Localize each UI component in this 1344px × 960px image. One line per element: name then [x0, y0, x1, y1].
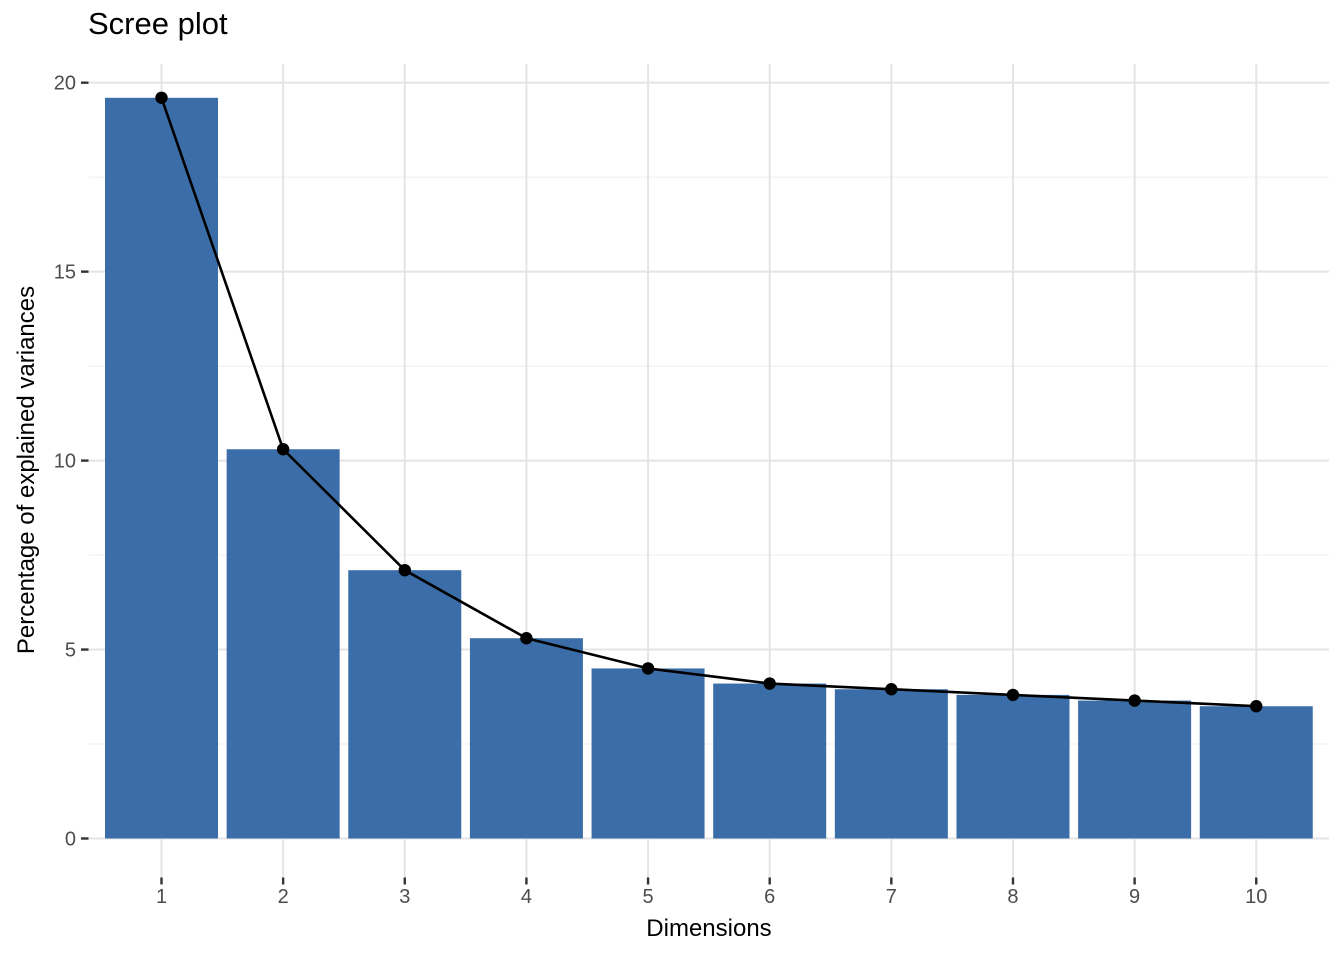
- bars-group: [105, 97, 1313, 839]
- bar-dim-5: [591, 668, 705, 839]
- x-axis-ticks: [160, 877, 1258, 885]
- y-axis-title: Percentage of explained variances: [13, 285, 40, 655]
- x-axis-title: Dimensions: [646, 915, 772, 942]
- x-tick-label: 10: [1245, 886, 1267, 908]
- x-tick-label: 4: [521, 886, 532, 908]
- y-tick-label: 15: [54, 262, 76, 284]
- y-tick-label: 5: [65, 640, 76, 662]
- bar-dim-1: [105, 97, 218, 839]
- bar-dim-2: [226, 449, 340, 839]
- data-point-dim-3: [398, 563, 411, 577]
- data-point-dim-8: [1006, 688, 1020, 702]
- x-tick-label: 9: [1129, 886, 1140, 908]
- data-point-dim-9: [1128, 694, 1141, 707]
- bar-dim-9: [1078, 700, 1192, 839]
- x-tick-label: 2: [278, 886, 289, 908]
- y-axis-ticks: [81, 81, 89, 840]
- bar-dim-6: [713, 683, 827, 839]
- x-tick-label: 7: [886, 886, 897, 908]
- y-tick-labels: 0 5 10 15 20: [54, 73, 76, 851]
- x-tick-label: 5: [642, 886, 653, 908]
- data-point-dim-5: [641, 662, 655, 675]
- chart-title: Scree plot: [88, 6, 228, 41]
- bar-dim-8: [956, 694, 1070, 839]
- bar-dim-4: [469, 638, 583, 839]
- data-points-group: [155, 91, 1263, 713]
- y-tick-label: 0: [65, 829, 76, 851]
- data-point-dim-4: [520, 632, 533, 645]
- x-tick-label: 6: [764, 886, 775, 908]
- y-tick-label: 10: [54, 451, 76, 473]
- data-point-dim-7: [885, 683, 898, 696]
- data-point-dim-1: [155, 91, 168, 105]
- x-tick-labels: 1 2 3 4 5 6 7 8 9 10: [156, 886, 1267, 908]
- x-tick-label: 8: [1007, 886, 1018, 908]
- bar-dim-10: [1199, 706, 1313, 839]
- scree-line: [160, 96, 1258, 708]
- x-tick-label: 1: [156, 886, 167, 908]
- data-point-dim-2: [276, 443, 290, 456]
- x-tick-label: 3: [399, 886, 410, 908]
- data-point-dim-10: [1250, 700, 1263, 713]
- data-point-dim-6: [763, 677, 776, 690]
- bar-dim-3: [348, 570, 462, 839]
- bar-dim-7: [834, 689, 948, 839]
- y-tick-label: 20: [54, 73, 76, 95]
